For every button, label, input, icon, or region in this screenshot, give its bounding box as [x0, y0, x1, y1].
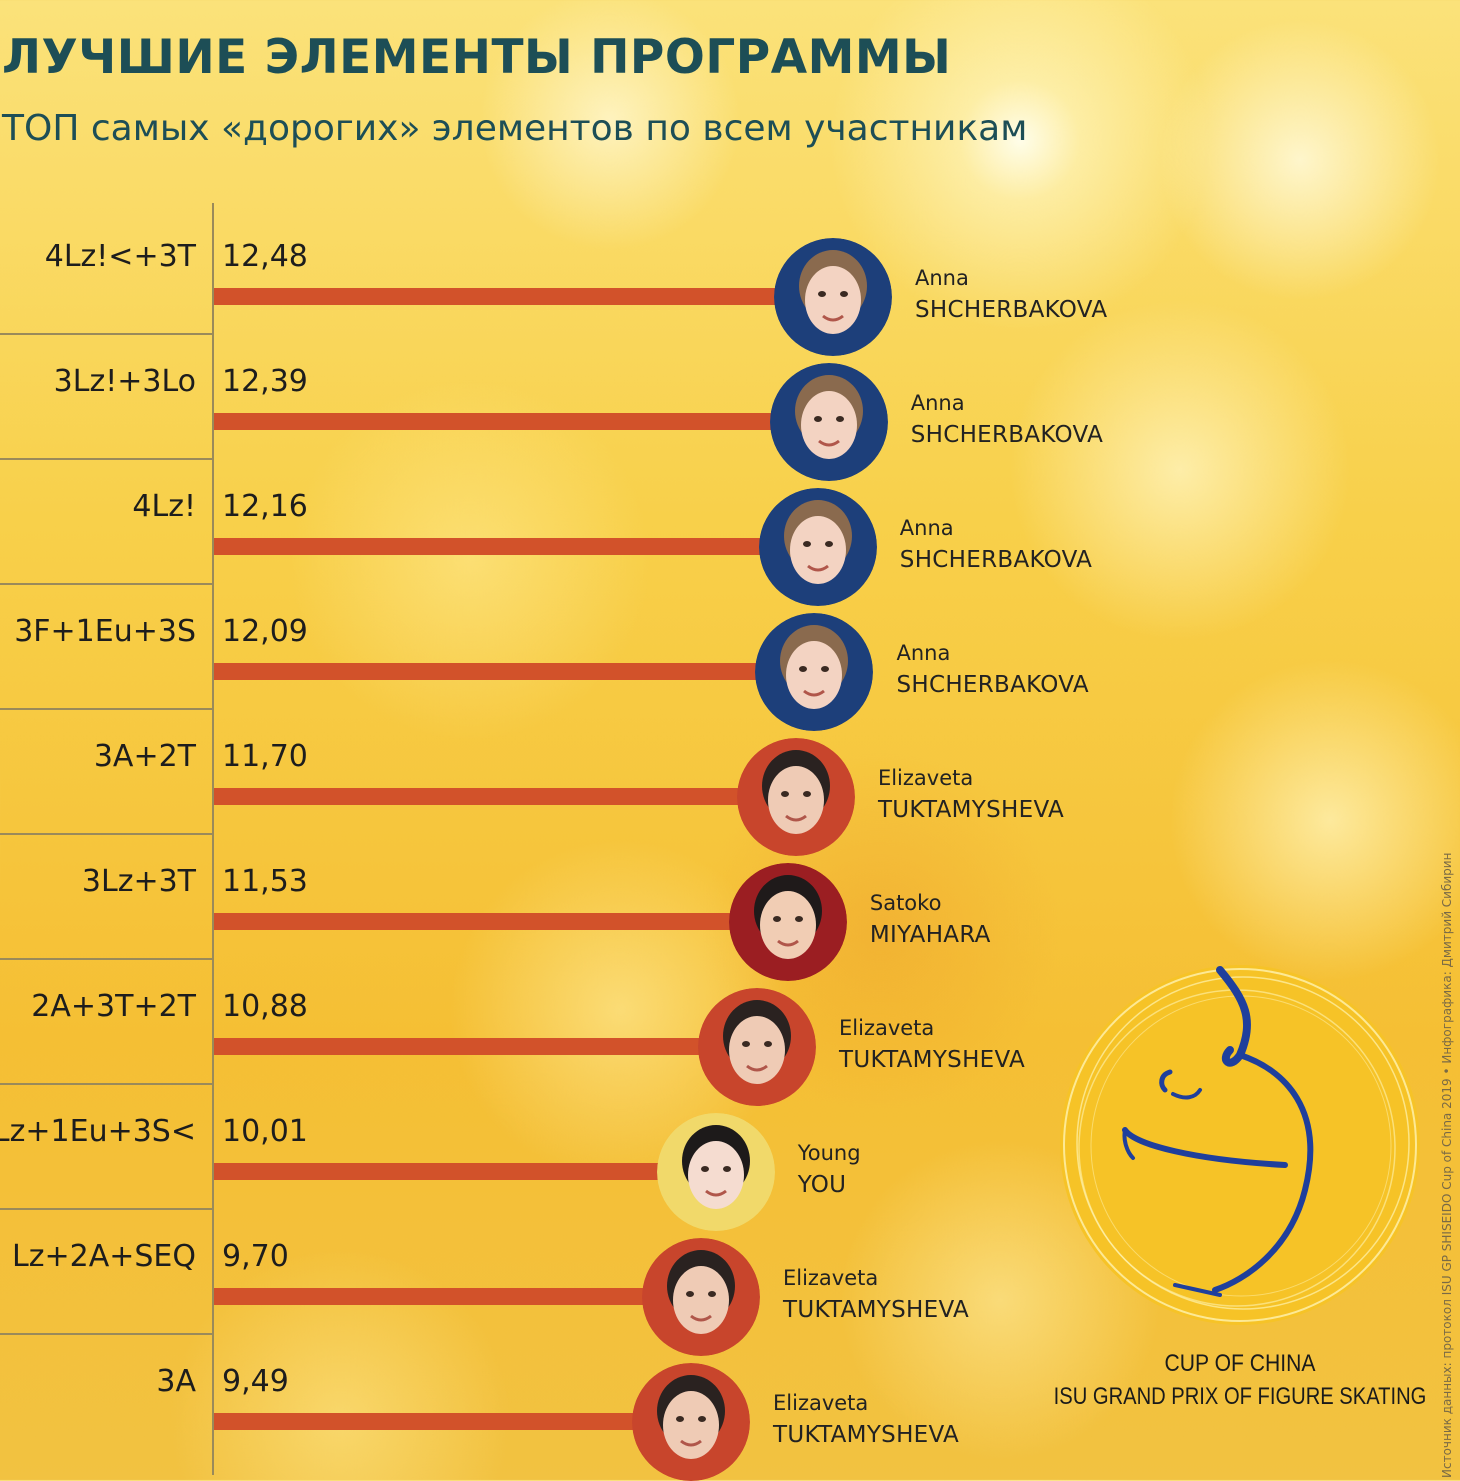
category-label: 3Lz!+3Lo	[53, 364, 196, 399]
value-label: 12,16	[222, 489, 308, 524]
chart-row: Lz+2A+SEQ 9,70 Elizaveta TUKTAMYSHEVA	[0, 1209, 1460, 1356]
value-label: 11,70	[222, 739, 308, 774]
row-separator	[0, 833, 213, 835]
row-separator	[0, 583, 213, 585]
value-label: 12,39	[222, 364, 308, 399]
row-separator	[0, 1208, 213, 1210]
value-label: 10,88	[222, 989, 308, 1024]
logo-caption-line2: ISU GRAND PRIX OF FIGURE SKATING	[1053, 1383, 1427, 1410]
skater-avatar	[698, 988, 816, 1106]
skater-first-name: Elizaveta	[877, 766, 974, 790]
bar	[214, 1288, 700, 1305]
row-separator	[0, 1083, 213, 1085]
skater-avatar	[758, 488, 877, 606]
chart-row: 4Lz!<+3T 12,48 Anna SHCHERBAKOVA	[0, 209, 1460, 356]
bar	[214, 1163, 715, 1180]
category-label: 2A+3T+2T	[31, 989, 196, 1024]
category-label: 4Lz!	[132, 489, 196, 524]
category-label: 3F+1Eu+3S	[14, 614, 196, 649]
bar	[214, 413, 828, 430]
skater-last-name: TUKTAMYSHEVA	[782, 1297, 970, 1323]
skater-first-name: Elizaveta	[839, 1016, 935, 1040]
skater-first-name: Anna	[896, 641, 951, 665]
skater-first-name: Anna	[899, 516, 954, 540]
cup-of-china-logo	[1060, 965, 1420, 1325]
chart-row: 3Lz+1Eu+3S< 10,01 Young YOU	[0, 1084, 1460, 1231]
skater-last-name: SHCHERBAKOVA	[910, 422, 1104, 448]
row-separator	[0, 708, 213, 710]
value-label: 12,48	[222, 239, 308, 274]
skater-avatar	[755, 613, 874, 731]
skater-avatar	[641, 1238, 760, 1356]
bar	[214, 288, 832, 305]
bar	[214, 663, 814, 680]
skater-first-name: Young	[797, 1141, 861, 1165]
skater-first-name: Elizaveta	[773, 1391, 869, 1415]
skater-avatar	[736, 738, 855, 856]
skater-avatar	[656, 1113, 775, 1231]
chart-row: 3A+2T 11,70 Elizaveta TUKTAMYSHEVA	[0, 709, 1460, 856]
chart-row: 3F+1Eu+3S 12,09 Anna SHCHERBAKOVA	[0, 584, 1460, 731]
skater-last-name: TUKTAMYSHEVA	[877, 797, 1065, 823]
value-label: 10,01	[222, 1114, 308, 1149]
chart-row: 2A+3T+2T 10,88 Elizaveta TUKTAMYSHEVA	[0, 959, 1460, 1106]
skater-last-name: SHCHERBAKOVA	[915, 297, 1108, 323]
skater-last-name: SHCHERBAKOVA	[899, 547, 1093, 573]
row-separator	[0, 458, 213, 460]
chart-row: 4Lz! 12,16 Anna SHCHERBAKOVA	[0, 459, 1460, 606]
category-label: 3Lz+1Eu+3S<	[0, 1114, 196, 1149]
row-separator	[0, 958, 213, 960]
chart-row: 3Lz+3T 11,53 Satoko MIYAHARA	[0, 834, 1460, 981]
bar	[214, 913, 787, 930]
skater-avatar	[769, 363, 888, 481]
bar	[214, 788, 795, 805]
skater-last-name: SHCHERBAKOVA	[896, 672, 1089, 698]
category-label: Lz+2A+SEQ	[12, 1239, 196, 1274]
skater-first-name: Satoko	[869, 891, 942, 915]
chart-row: 3A 9,49 Elizaveta TUKTAMYSHEVA	[0, 1334, 1460, 1481]
skater-first-name: Elizaveta	[782, 1266, 879, 1290]
value-label: 9,49	[222, 1364, 289, 1399]
bar	[214, 1413, 690, 1430]
chart-row: 3Lz!+3Lo 12,39 Anna SHCHERBAKOVA	[0, 334, 1460, 481]
chart-subtitle: ТОП самых «дорогих» элементов по всем уч…	[2, 108, 1028, 149]
skater-first-name: Anna	[915, 266, 969, 290]
source-note: Источник данных: протокол ISU GP SHISEID…	[1440, 852, 1454, 1478]
category-label: 3A+2T	[93, 739, 196, 774]
category-label: 3A	[156, 1364, 196, 1399]
category-label: 4Lz!<+3T	[44, 239, 196, 274]
bar	[214, 1038, 756, 1055]
skater-first-name: Anna	[910, 391, 965, 415]
value-label: 9,70	[222, 1239, 289, 1274]
chart-axis-line	[212, 203, 214, 1475]
row-separator	[0, 1333, 213, 1335]
value-label: 11,53	[222, 864, 308, 899]
skater-last-name: TUKTAMYSHEVA	[773, 1422, 960, 1448]
skater-last-name: MIYAHARA	[869, 922, 991, 948]
skater-last-name: YOU	[797, 1172, 847, 1198]
value-label: 12,09	[222, 614, 308, 649]
skater-last-name: TUKTAMYSHEVA	[839, 1047, 1026, 1073]
category-label: 3Lz+3T	[81, 864, 196, 899]
logo-caption-line1: CUP OF CHINA	[1164, 1350, 1316, 1377]
skater-avatar	[728, 863, 847, 981]
skater-avatar	[774, 238, 892, 356]
chart-title: ЛУЧШИЕ ЭЛЕМЕНТЫ ПРОГРАММЫ	[2, 30, 952, 85]
skater-avatar	[632, 1363, 750, 1481]
bar	[214, 538, 817, 555]
row-separator	[0, 333, 213, 335]
